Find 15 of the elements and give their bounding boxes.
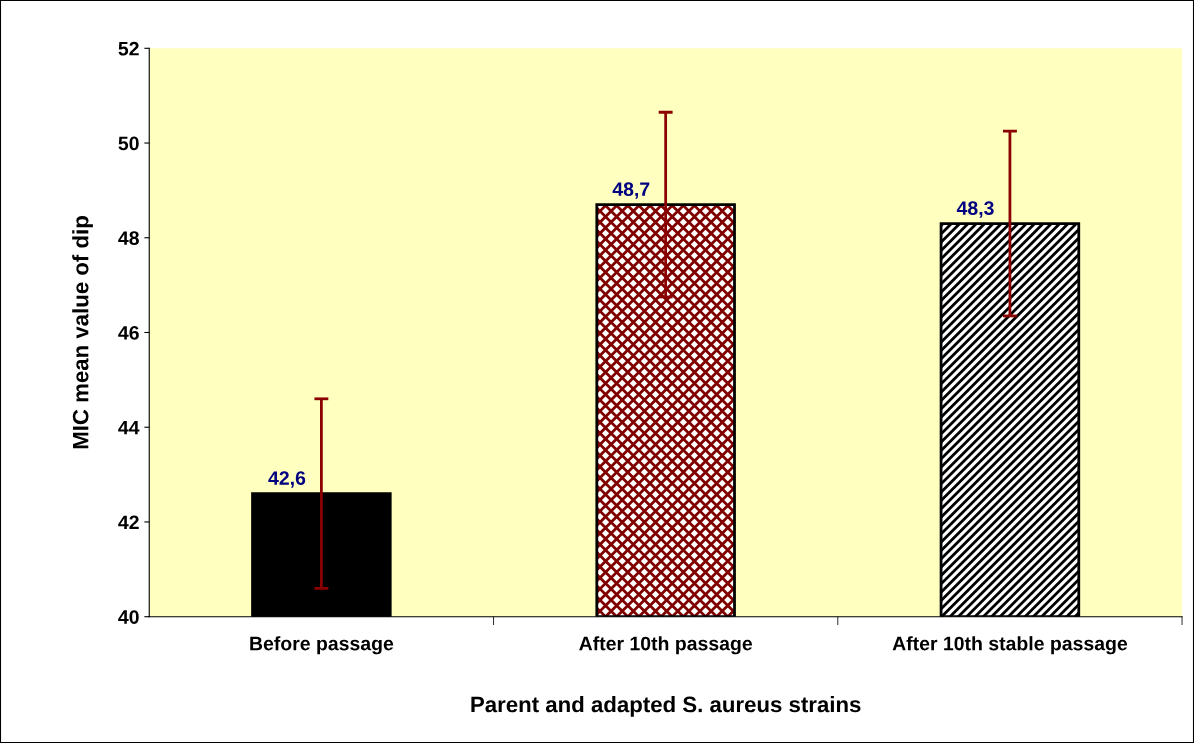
y-tick-label: 48 xyxy=(118,231,139,245)
data-label: 48,3 xyxy=(956,201,994,218)
y-tick-label: 42 xyxy=(118,515,139,529)
x-tick-label: Before passage xyxy=(250,636,394,655)
y-axis-title: MIC mean value of dip xyxy=(72,216,93,449)
y-tick-label: 44 xyxy=(118,420,140,435)
data-label: 42,6 xyxy=(268,471,306,488)
data-label: 48,7 xyxy=(612,182,650,199)
x-tick-label: After 10th stable passage xyxy=(892,636,1128,655)
y-tick-label: 46 xyxy=(118,325,139,340)
y-tick-label: 50 xyxy=(118,136,139,151)
x-axis-title: Parent and adapted S. aureus strains xyxy=(471,696,861,717)
x-tick-label: After 10th passage xyxy=(579,636,752,655)
y-tick-label: 40 xyxy=(118,610,139,624)
y-tick-label: 52 xyxy=(118,41,139,56)
